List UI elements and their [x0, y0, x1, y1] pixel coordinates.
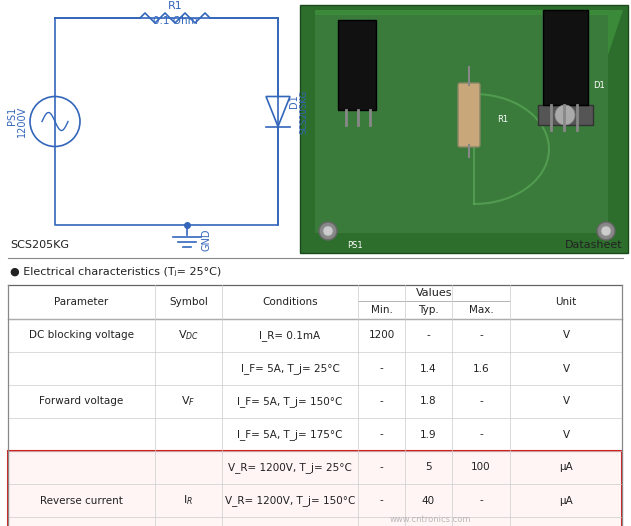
Text: 40: 40	[422, 495, 435, 505]
Bar	[538, 105, 593, 125]
Text: μA: μA	[559, 495, 573, 505]
Bar	[338, 20, 376, 110]
Text: Forward voltage: Forward voltage	[39, 397, 124, 407]
Text: R1: R1	[168, 1, 182, 11]
Text: SCS205KG: SCS205KG	[300, 89, 309, 134]
Text: V$_{DC}$: V$_{DC}$	[178, 329, 199, 342]
Text: ● Electrical characteristics (Tⱼ= 25°C): ● Electrical characteristics (Tⱼ= 25°C)	[10, 267, 221, 277]
Circle shape	[323, 226, 333, 236]
Circle shape	[601, 226, 611, 236]
Text: -: -	[479, 430, 483, 440]
Text: 1.8: 1.8	[420, 397, 437, 407]
Text: PS1: PS1	[347, 240, 363, 249]
Text: PS1: PS1	[7, 106, 17, 125]
Text: V: V	[562, 363, 570, 373]
Text: -: -	[380, 397, 384, 407]
Text: -: -	[380, 430, 384, 440]
Text: I_F= 5A, T_j= 150°C: I_F= 5A, T_j= 150°C	[237, 396, 343, 407]
Text: Min.: Min.	[370, 305, 392, 315]
Text: 1.4: 1.4	[420, 363, 437, 373]
Text: Datasheet: Datasheet	[564, 240, 622, 250]
Text: R1: R1	[497, 116, 508, 125]
Text: Parameter: Parameter	[54, 297, 109, 307]
Text: Values: Values	[416, 288, 452, 298]
Text: www.cntronics.com: www.cntronics.com	[389, 515, 471, 524]
Text: I_R= 0.1mA: I_R= 0.1mA	[259, 330, 321, 341]
Text: Typ.: Typ.	[418, 305, 439, 315]
Circle shape	[319, 222, 337, 240]
Text: 1200: 1200	[369, 330, 394, 340]
FancyBboxPatch shape	[458, 83, 480, 147]
Text: 1200V: 1200V	[17, 106, 27, 137]
Text: 0.1 Ohm: 0.1 Ohm	[153, 16, 198, 26]
Text: V_R= 1200V, T_j= 25°C: V_R= 1200V, T_j= 25°C	[228, 462, 352, 473]
Polygon shape	[315, 10, 623, 55]
Text: 1.9: 1.9	[420, 430, 437, 440]
Text: -: -	[380, 363, 384, 373]
Text: Reverse current: Reverse current	[40, 495, 123, 505]
Text: V: V	[562, 330, 570, 340]
Text: V_R= 1200V, T_j= 150°C: V_R= 1200V, T_j= 150°C	[225, 495, 355, 506]
Text: -: -	[380, 495, 384, 505]
Text: V: V	[562, 430, 570, 440]
Text: V: V	[562, 397, 570, 407]
Text: -: -	[427, 330, 430, 340]
Bar	[300, 5, 628, 253]
Text: -: -	[479, 397, 483, 407]
Text: 1.6: 1.6	[473, 363, 489, 373]
Text: 5: 5	[425, 462, 432, 472]
Text: -: -	[380, 462, 384, 472]
Bar	[8, 451, 622, 526]
Text: I$_R$: I$_R$	[184, 493, 194, 508]
Text: Max.: Max.	[469, 305, 493, 315]
Text: μA: μA	[559, 462, 573, 472]
Text: 100: 100	[471, 462, 491, 472]
Text: -: -	[479, 330, 483, 340]
Text: Unit: Unit	[555, 297, 577, 307]
Text: SCS205KG: SCS205KG	[10, 240, 69, 250]
Circle shape	[597, 222, 615, 240]
Text: -: -	[479, 495, 483, 505]
Text: I_F= 5A, T_j= 25°C: I_F= 5A, T_j= 25°C	[240, 363, 339, 374]
Bar	[543, 10, 588, 105]
Text: I_F= 5A, T_j= 175°C: I_F= 5A, T_j= 175°C	[237, 429, 343, 440]
Text: DC blocking voltage: DC blocking voltage	[29, 330, 134, 340]
Text: V$_F$: V$_F$	[181, 394, 196, 408]
Text: Conditions: Conditions	[262, 297, 318, 307]
Text: D1: D1	[593, 80, 604, 89]
Text: D1: D1	[289, 95, 299, 108]
Text: Symbol: Symbol	[169, 297, 208, 307]
Bar	[315, 15, 608, 233]
Circle shape	[555, 105, 575, 125]
Text: GND: GND	[201, 229, 211, 251]
